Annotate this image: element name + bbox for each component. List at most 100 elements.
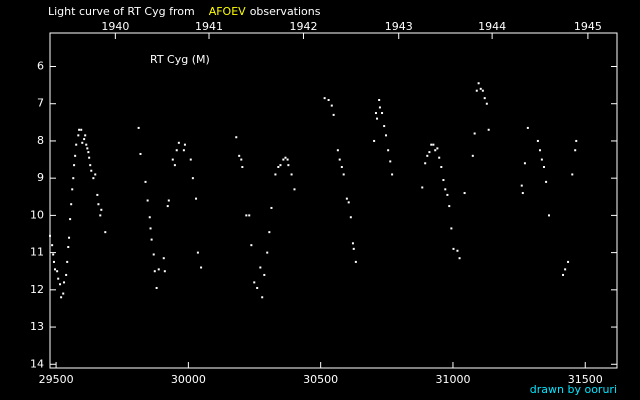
point <box>448 205 451 208</box>
point <box>72 177 75 180</box>
point <box>387 149 390 152</box>
point <box>253 281 256 284</box>
point <box>332 113 335 116</box>
point <box>173 164 176 167</box>
legend-label: RT Cyg (M) <box>150 53 210 66</box>
point <box>94 173 97 176</box>
point <box>284 156 287 159</box>
point <box>473 132 476 135</box>
point <box>166 205 169 208</box>
point <box>286 158 289 161</box>
point <box>374 112 377 115</box>
point <box>163 270 166 273</box>
point <box>347 201 350 204</box>
point <box>191 177 194 180</box>
point <box>157 268 160 271</box>
y-tick-label: 12 <box>30 283 44 296</box>
point <box>438 156 441 159</box>
point <box>279 164 282 167</box>
point <box>63 281 66 284</box>
point <box>261 296 264 299</box>
x2-tick-label: 1943 <box>385 20 413 33</box>
x-tick-label: 31500 <box>568 373 603 386</box>
point <box>263 273 266 276</box>
point <box>89 164 92 167</box>
x-tick-label: 30500 <box>303 373 338 386</box>
point <box>354 260 357 263</box>
point <box>70 203 73 206</box>
point <box>182 149 185 152</box>
point <box>86 147 89 150</box>
point <box>52 260 55 263</box>
point <box>342 173 345 176</box>
point <box>428 151 431 154</box>
point <box>440 166 443 168</box>
point <box>73 164 76 167</box>
point <box>149 227 152 230</box>
point <box>52 253 55 256</box>
point <box>539 149 542 152</box>
point <box>62 292 65 295</box>
point <box>351 242 354 245</box>
point <box>520 184 523 187</box>
point <box>442 179 445 182</box>
point <box>183 143 186 146</box>
x2-tick-label: 1945 <box>574 20 602 33</box>
point <box>385 134 388 137</box>
point <box>74 154 77 157</box>
point <box>167 199 170 202</box>
point <box>477 82 480 85</box>
point <box>391 173 394 176</box>
point <box>80 128 83 131</box>
point <box>574 149 577 152</box>
point <box>68 236 71 239</box>
point <box>376 117 379 120</box>
point <box>146 199 149 202</box>
point <box>240 158 243 161</box>
x2-tick-label: 1941 <box>195 20 223 33</box>
credit: drawn by ooruri <box>530 383 617 396</box>
point <box>266 251 269 254</box>
point <box>49 234 51 237</box>
point <box>426 154 429 157</box>
point <box>567 260 570 263</box>
point <box>471 154 474 157</box>
point <box>436 147 439 150</box>
point <box>378 99 381 101</box>
point <box>189 158 192 161</box>
point <box>287 164 290 167</box>
point <box>523 162 526 165</box>
point <box>424 162 427 165</box>
point <box>54 268 57 271</box>
y-tick-label: 9 <box>37 171 44 184</box>
point <box>340 166 343 168</box>
point <box>250 244 253 247</box>
point <box>57 277 60 280</box>
point <box>56 270 59 273</box>
point <box>274 173 277 176</box>
point <box>485 102 488 105</box>
point <box>59 283 62 286</box>
point <box>562 273 565 276</box>
point <box>238 154 241 157</box>
title-source: AFOEV <box>209 5 246 18</box>
y-tick-label: 10 <box>30 208 44 221</box>
point <box>446 193 449 196</box>
x2-tick-label: 1944 <box>478 20 506 33</box>
point <box>81 141 84 144</box>
point <box>152 253 155 256</box>
y-tick-label: 7 <box>37 97 44 110</box>
point <box>137 126 140 129</box>
x2-tick-label: 1942 <box>289 20 317 33</box>
point <box>463 192 466 195</box>
point <box>521 192 524 195</box>
point <box>171 158 174 161</box>
point <box>345 197 348 200</box>
point <box>536 139 539 142</box>
point <box>88 156 91 159</box>
point <box>268 231 271 234</box>
point <box>475 89 478 92</box>
x-tick-label: 29500 <box>39 373 74 386</box>
